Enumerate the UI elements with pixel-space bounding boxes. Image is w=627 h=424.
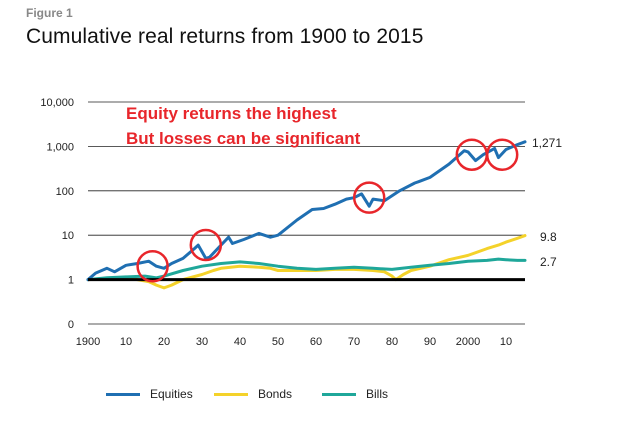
end-label-equities: 1,271 [532, 136, 563, 150]
x-tick-label: 80 [386, 336, 398, 348]
legend-swatch-equities [106, 392, 140, 396]
end-label-bills: 2.7 [540, 255, 557, 269]
legend-swatch-bills [322, 392, 356, 396]
legend-item-bills: Bills [322, 387, 388, 401]
end-label-bonds: 9.8 [540, 230, 557, 244]
y-tick-label: 0 [68, 319, 74, 331]
highlight-circle [485, 138, 519, 171]
x-tick-label: 60 [310, 336, 322, 348]
y-tick-label: 1 [68, 275, 74, 287]
y-tick-label: 10 [62, 230, 74, 242]
legend-label-bonds: Bonds [258, 387, 293, 401]
x-tick-label: 40 [234, 336, 246, 348]
highlight-circle [136, 249, 169, 283]
x-tick-label: 90 [424, 336, 436, 348]
x-tick-label: 2000 [456, 336, 480, 348]
legend-item-bonds: Bonds [214, 387, 292, 401]
x-tick-label: 1900 [76, 336, 100, 348]
series-line-equities [86, 140, 527, 282]
legend-swatch-bonds [214, 392, 248, 396]
x-tick-label: 30 [196, 336, 208, 348]
series-line-bonds [86, 234, 527, 290]
annotation-line-2: But losses can be significant [126, 129, 361, 148]
x-tick-label: 10 [120, 336, 132, 348]
legend-label-equities: Equities [150, 387, 193, 401]
highlight-circle [189, 228, 223, 262]
x-tick-label: 10 [500, 336, 512, 348]
x-tick-label: 70 [348, 336, 360, 348]
figure-label: Figure 1 [26, 6, 73, 20]
chart-title: Cumulative real returns from 1900 to 201… [26, 25, 424, 48]
highlight-circle [352, 181, 386, 214]
y-tick-label: 100 [56, 186, 74, 198]
y-tick-label: 1,000 [46, 141, 74, 153]
x-tick-label: 20 [158, 336, 170, 348]
y-tick-label: 10,000 [40, 97, 74, 109]
legend-item-equities: Equities [106, 387, 193, 401]
chart-legend: Equities Bonds Bills [0, 387, 627, 407]
legend-label-bills: Bills [366, 387, 389, 401]
series-line-bills [86, 257, 527, 282]
annotation-line-1: Equity returns the highest [126, 104, 337, 123]
x-tick-label: 50 [272, 336, 284, 348]
